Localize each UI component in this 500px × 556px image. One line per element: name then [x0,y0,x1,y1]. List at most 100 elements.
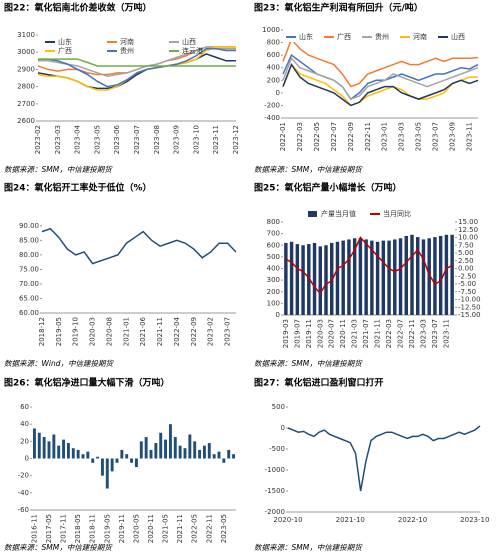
x-tick-label: 2020-10 [273,516,302,524]
y-tick-label: 500 [272,403,285,411]
bar [289,241,294,315]
bar [410,234,414,315]
x-tick-label: 2021-01 [122,317,130,346]
bar [416,237,420,315]
source-note: 数据来源：SMM，中信建投期货 [254,543,363,552]
x-tick-label: 2022-07 [397,319,405,348]
figure-title: 图22：氧化铝南北价差收敛（万吨） [4,2,152,14]
y-tick-label: 60 [20,403,29,411]
bar [76,449,80,459]
bar [444,234,449,315]
bar [168,424,172,459]
bar [433,237,437,315]
x-tick-label: 2023-10 [460,516,489,524]
y-tick-label: 400 [267,265,280,273]
x-tick-label: 2023-03 [398,122,406,151]
y-tick-label: -1000 [265,466,285,474]
legend-label: 山西 [182,37,196,46]
x-tick-label: 2022-01 [279,122,287,151]
y2-tick-label: 0.00 [458,265,474,273]
x-tick-label: 2022-09 [190,317,198,346]
x-tick-label: 2023-11 [442,319,450,348]
x-tick-label: 2023-03 [54,125,62,154]
source-note: 数据来源：Wind，中信建投期货 [4,359,115,368]
y-tick-label: 60.00 [19,309,39,317]
x-tick-label: 2020-07 [328,319,336,348]
line [38,46,236,78]
bar [32,428,36,459]
legend-label: 当月同比 [383,209,411,218]
line [285,236,453,295]
x-tick-label: 2021-11 [176,514,184,543]
x-tick-label: 2022-03 [296,122,304,151]
bar [404,235,408,315]
y-tick-label: -500 [269,445,285,453]
y-tick-label: -40 [18,489,29,497]
x-tick-label: 2018-12 [38,317,46,346]
bar [42,437,46,459]
x-tick-label: 2021-11 [156,317,164,346]
y-tick-label: 100 [267,299,280,307]
bar [71,448,75,459]
x-tick-label: 2022-11 [205,514,213,543]
line [282,56,479,101]
bar [312,242,317,315]
x-tick-label: 2020-08 [105,317,113,346]
bar [207,443,211,459]
y-tick-label: 700 [267,230,280,238]
x-tick-label: 2023-07 [431,319,439,348]
x-tick-label: 2022-11 [364,122,372,151]
bar [347,239,351,315]
y-tick-label: -400 [264,114,280,122]
y-tick-label: 800 [267,218,280,226]
x-tick-label: 2019-07 [293,319,301,348]
x-tick-label: 2023-09 [173,125,181,154]
y2-tick-label: -5.00 [458,280,476,288]
x-tick-label: 2023-09 [449,122,457,151]
x-tick-label: 2019-11 [305,319,313,348]
bar [178,445,182,459]
y-tick-label: 200 [267,76,280,84]
x-tick-label: 2022-05 [191,514,199,543]
y-tick-label: 800 [267,39,280,47]
y-tick-label: 2700 [17,100,35,108]
y-tick-label: 600 [267,241,280,249]
x-tick-label: 2022-10 [398,516,427,524]
figure-title: 图25：氧化铝产量小幅增长（万吨） [254,182,402,194]
figure-title: 图26：氧化铝净进口量大幅下滑（万吨） [4,377,170,389]
y2-tick-label: 15.00 [458,218,478,226]
x-tick-label: 2023-07 [133,125,141,154]
bar [398,238,403,315]
bar [159,432,163,459]
x-tick-label: 2023-04 [74,124,82,154]
x-tick-label: 2023-01 [381,122,389,151]
x-tick-label: 2016-11 [30,514,38,543]
legend-label: 山西 [451,32,465,41]
y-tick-label: 90.00 [19,222,39,230]
y-tick-label: -20 [18,472,29,480]
bar [307,244,311,315]
x-tick-label: 2023-02 [34,125,42,154]
x-tick-label: 2023-05 [220,514,228,543]
bar [91,458,95,463]
bar [173,437,177,459]
bar [149,449,153,459]
line [41,227,237,265]
bar [212,454,216,459]
x-tick-label: 2020-11 [147,514,155,543]
bar [330,242,334,315]
x-tick-label: 2023-02 [207,317,215,346]
x-tick-label: 2019-05 [103,514,111,543]
bar [427,238,431,315]
bar [188,434,192,459]
legend-label: 河南 [413,32,427,41]
bar [387,240,391,315]
bar [125,454,129,459]
bar [284,242,288,315]
y-tick-label: 0 [25,455,29,463]
line [38,48,236,88]
bar [301,245,305,315]
bar [421,239,426,315]
y-tick-label: 2900 [17,65,35,73]
